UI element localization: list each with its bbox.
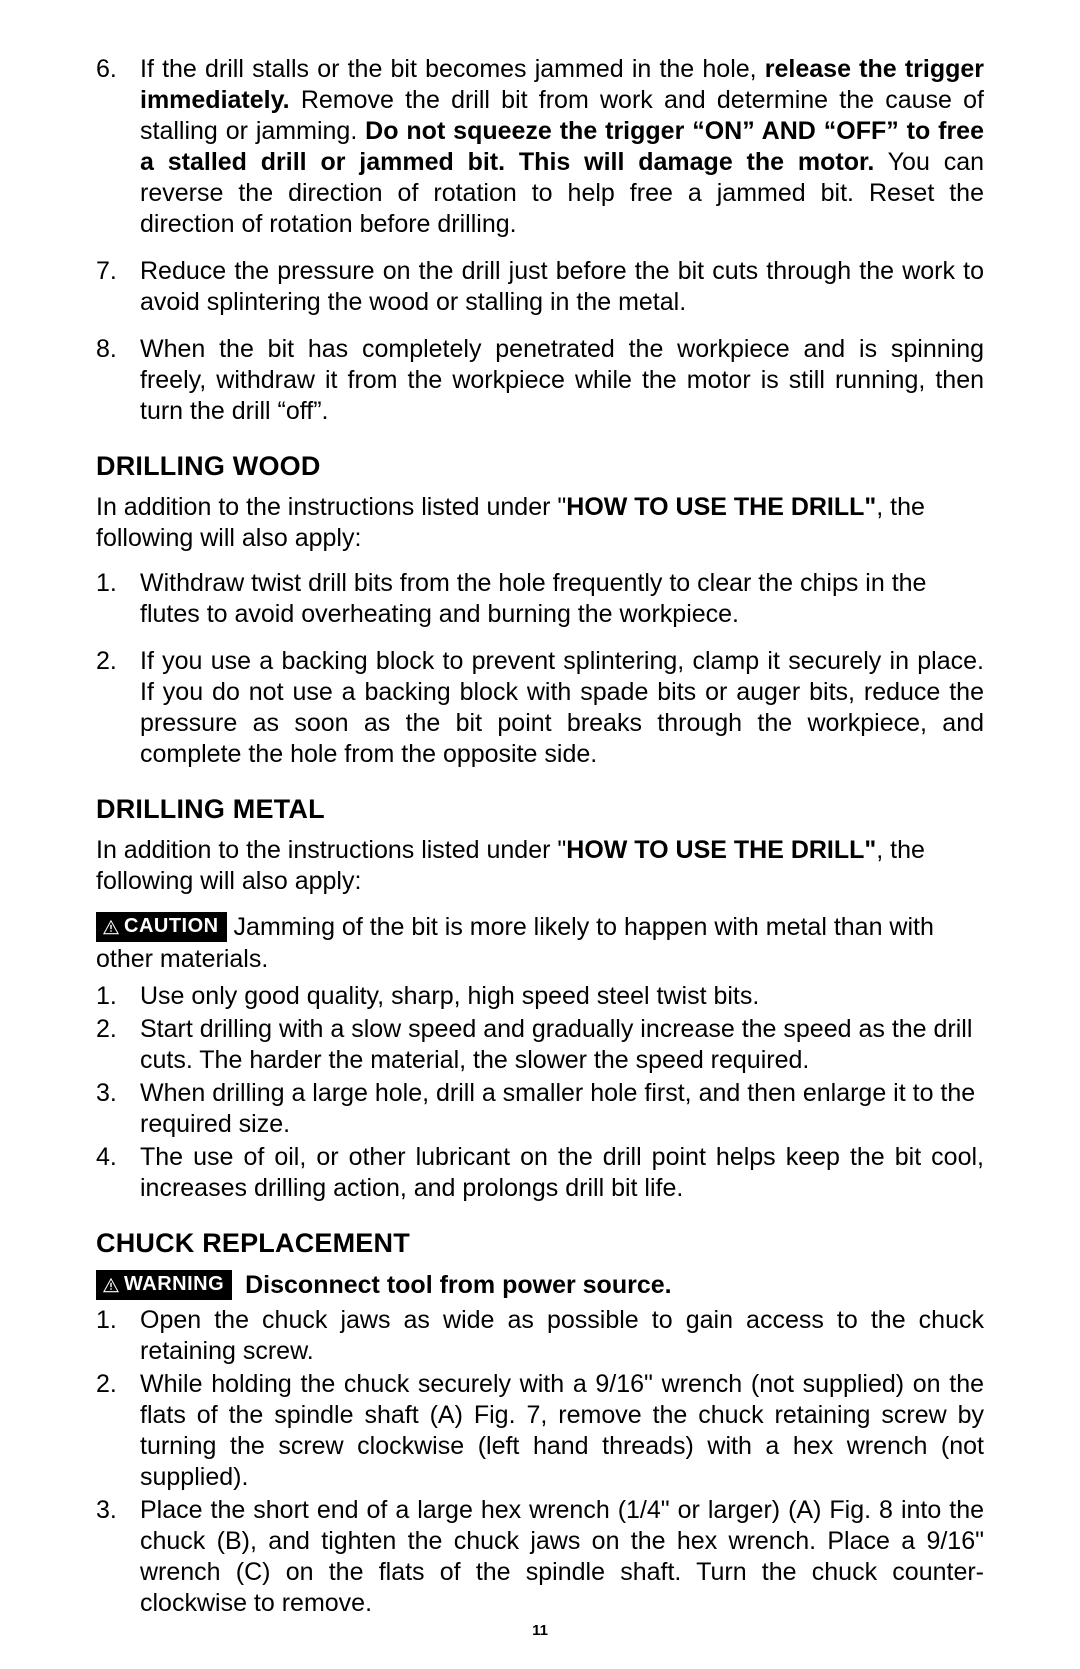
list-item: 1.Open the chuck jaws as wide as possibl… bbox=[96, 1305, 984, 1367]
list-item: 8.When the bit has completely penetrated… bbox=[96, 334, 984, 427]
caution-badge: CAUTION bbox=[96, 912, 227, 942]
list-text: When the bit has completely penetrated t… bbox=[140, 334, 984, 427]
list-item: 1.Use only good quality, sharp, high spe… bbox=[96, 981, 984, 1012]
warning-triangle-icon bbox=[102, 1277, 120, 1293]
list-text: Reduce the pressure on the drill just be… bbox=[140, 256, 984, 318]
list-item: 4.The use of oil, or other lubricant on … bbox=[96, 1142, 984, 1204]
list-item: 7.Reduce the pressure on the drill just … bbox=[96, 256, 984, 318]
warning-label: WARNING bbox=[124, 1272, 224, 1298]
list-item: 2.While holding the chuck securely with … bbox=[96, 1369, 984, 1493]
list-number: 7. bbox=[96, 256, 140, 318]
chuck-list: 1.Open the chuck jaws as wide as possibl… bbox=[96, 1305, 984, 1619]
metal-intro-pre: In addition to the instructions listed u… bbox=[96, 836, 566, 864]
warning-badge: WARNING bbox=[96, 1270, 232, 1300]
list-item: 3.Place the short end of a large hex wre… bbox=[96, 1495, 984, 1619]
list-number: 4. bbox=[96, 1142, 140, 1204]
list-number: 1. bbox=[96, 981, 140, 1012]
list-number: 1. bbox=[96, 1305, 140, 1367]
top-instruction-list: 6.If the drill stalls or the bit becomes… bbox=[96, 54, 984, 427]
text-segment: When the bit has completely penetrated t… bbox=[140, 335, 984, 425]
wood-intro-bold: HOW TO USE THE DRILL" bbox=[566, 493, 876, 521]
list-number: 8. bbox=[96, 334, 140, 427]
warning-triangle-icon bbox=[102, 919, 120, 935]
metal-intro-bold: HOW TO USE THE DRILL" bbox=[566, 836, 876, 864]
metal-intro: In addition to the instructions listed u… bbox=[96, 835, 984, 897]
list-text: Place the short end of a large hex wrenc… bbox=[140, 1495, 984, 1619]
manual-page: 6.If the drill stalls or the bit becomes… bbox=[0, 0, 1080, 1669]
list-text: If you use a backing block to prevent sp… bbox=[140, 646, 984, 770]
list-number: 2. bbox=[96, 1014, 140, 1076]
list-number: 2. bbox=[96, 1369, 140, 1493]
caution-label: CAUTION bbox=[124, 914, 219, 940]
list-text: While holding the chuck securely with a … bbox=[140, 1369, 984, 1493]
list-text: Withdraw twist drill bits from the hole … bbox=[140, 568, 984, 630]
list-number: 1. bbox=[96, 568, 140, 630]
heading-chuck-replacement: CHUCK REPLACEMENT bbox=[96, 1228, 984, 1259]
metal-caution-row: CAUTION Jamming of the bit is more likel… bbox=[96, 911, 984, 975]
chuck-warning-row: WARNING Disconnect tool from power sourc… bbox=[96, 1269, 984, 1301]
list-item: 3.When drilling a large hole, drill a sm… bbox=[96, 1078, 984, 1140]
list-text: Open the chuck jaws as wide as possible … bbox=[140, 1305, 984, 1367]
list-text: The use of oil, or other lubricant on th… bbox=[140, 1142, 984, 1204]
chuck-warning-text: Disconnect tool from power source. bbox=[245, 1271, 671, 1299]
list-item: 6.If the drill stalls or the bit becomes… bbox=[96, 54, 984, 240]
list-text: Start drilling with a slow speed and gra… bbox=[140, 1014, 984, 1076]
list-text: If the drill stalls or the bit becomes j… bbox=[140, 54, 984, 240]
text-segment: Reduce the pressure on the drill just be… bbox=[140, 257, 984, 316]
heading-drilling-wood: DRILLING WOOD bbox=[96, 451, 984, 482]
wood-intro-pre: In addition to the instructions listed u… bbox=[96, 493, 566, 521]
metal-list: 1.Use only good quality, sharp, high spe… bbox=[96, 981, 984, 1204]
wood-list: 1.Withdraw twist drill bits from the hol… bbox=[96, 568, 984, 770]
heading-drilling-metal: DRILLING METAL bbox=[96, 794, 984, 825]
wood-intro: In addition to the instructions listed u… bbox=[96, 492, 984, 554]
list-text: Use only good quality, sharp, high speed… bbox=[140, 981, 984, 1012]
list-item: 2.If you use a backing block to prevent … bbox=[96, 646, 984, 770]
list-number: 3. bbox=[96, 1495, 140, 1619]
list-number: 2. bbox=[96, 646, 140, 770]
text-segment: If the drill stalls or the bit becomes j… bbox=[140, 55, 765, 83]
list-item: 2.Start drilling with a slow speed and g… bbox=[96, 1014, 984, 1076]
list-text: When drilling a large hole, drill a smal… bbox=[140, 1078, 984, 1140]
list-item: 1.Withdraw twist drill bits from the hol… bbox=[96, 568, 984, 630]
list-number: 3. bbox=[96, 1078, 140, 1140]
list-number: 6. bbox=[96, 54, 140, 240]
page-number: 11 bbox=[0, 1622, 1080, 1639]
